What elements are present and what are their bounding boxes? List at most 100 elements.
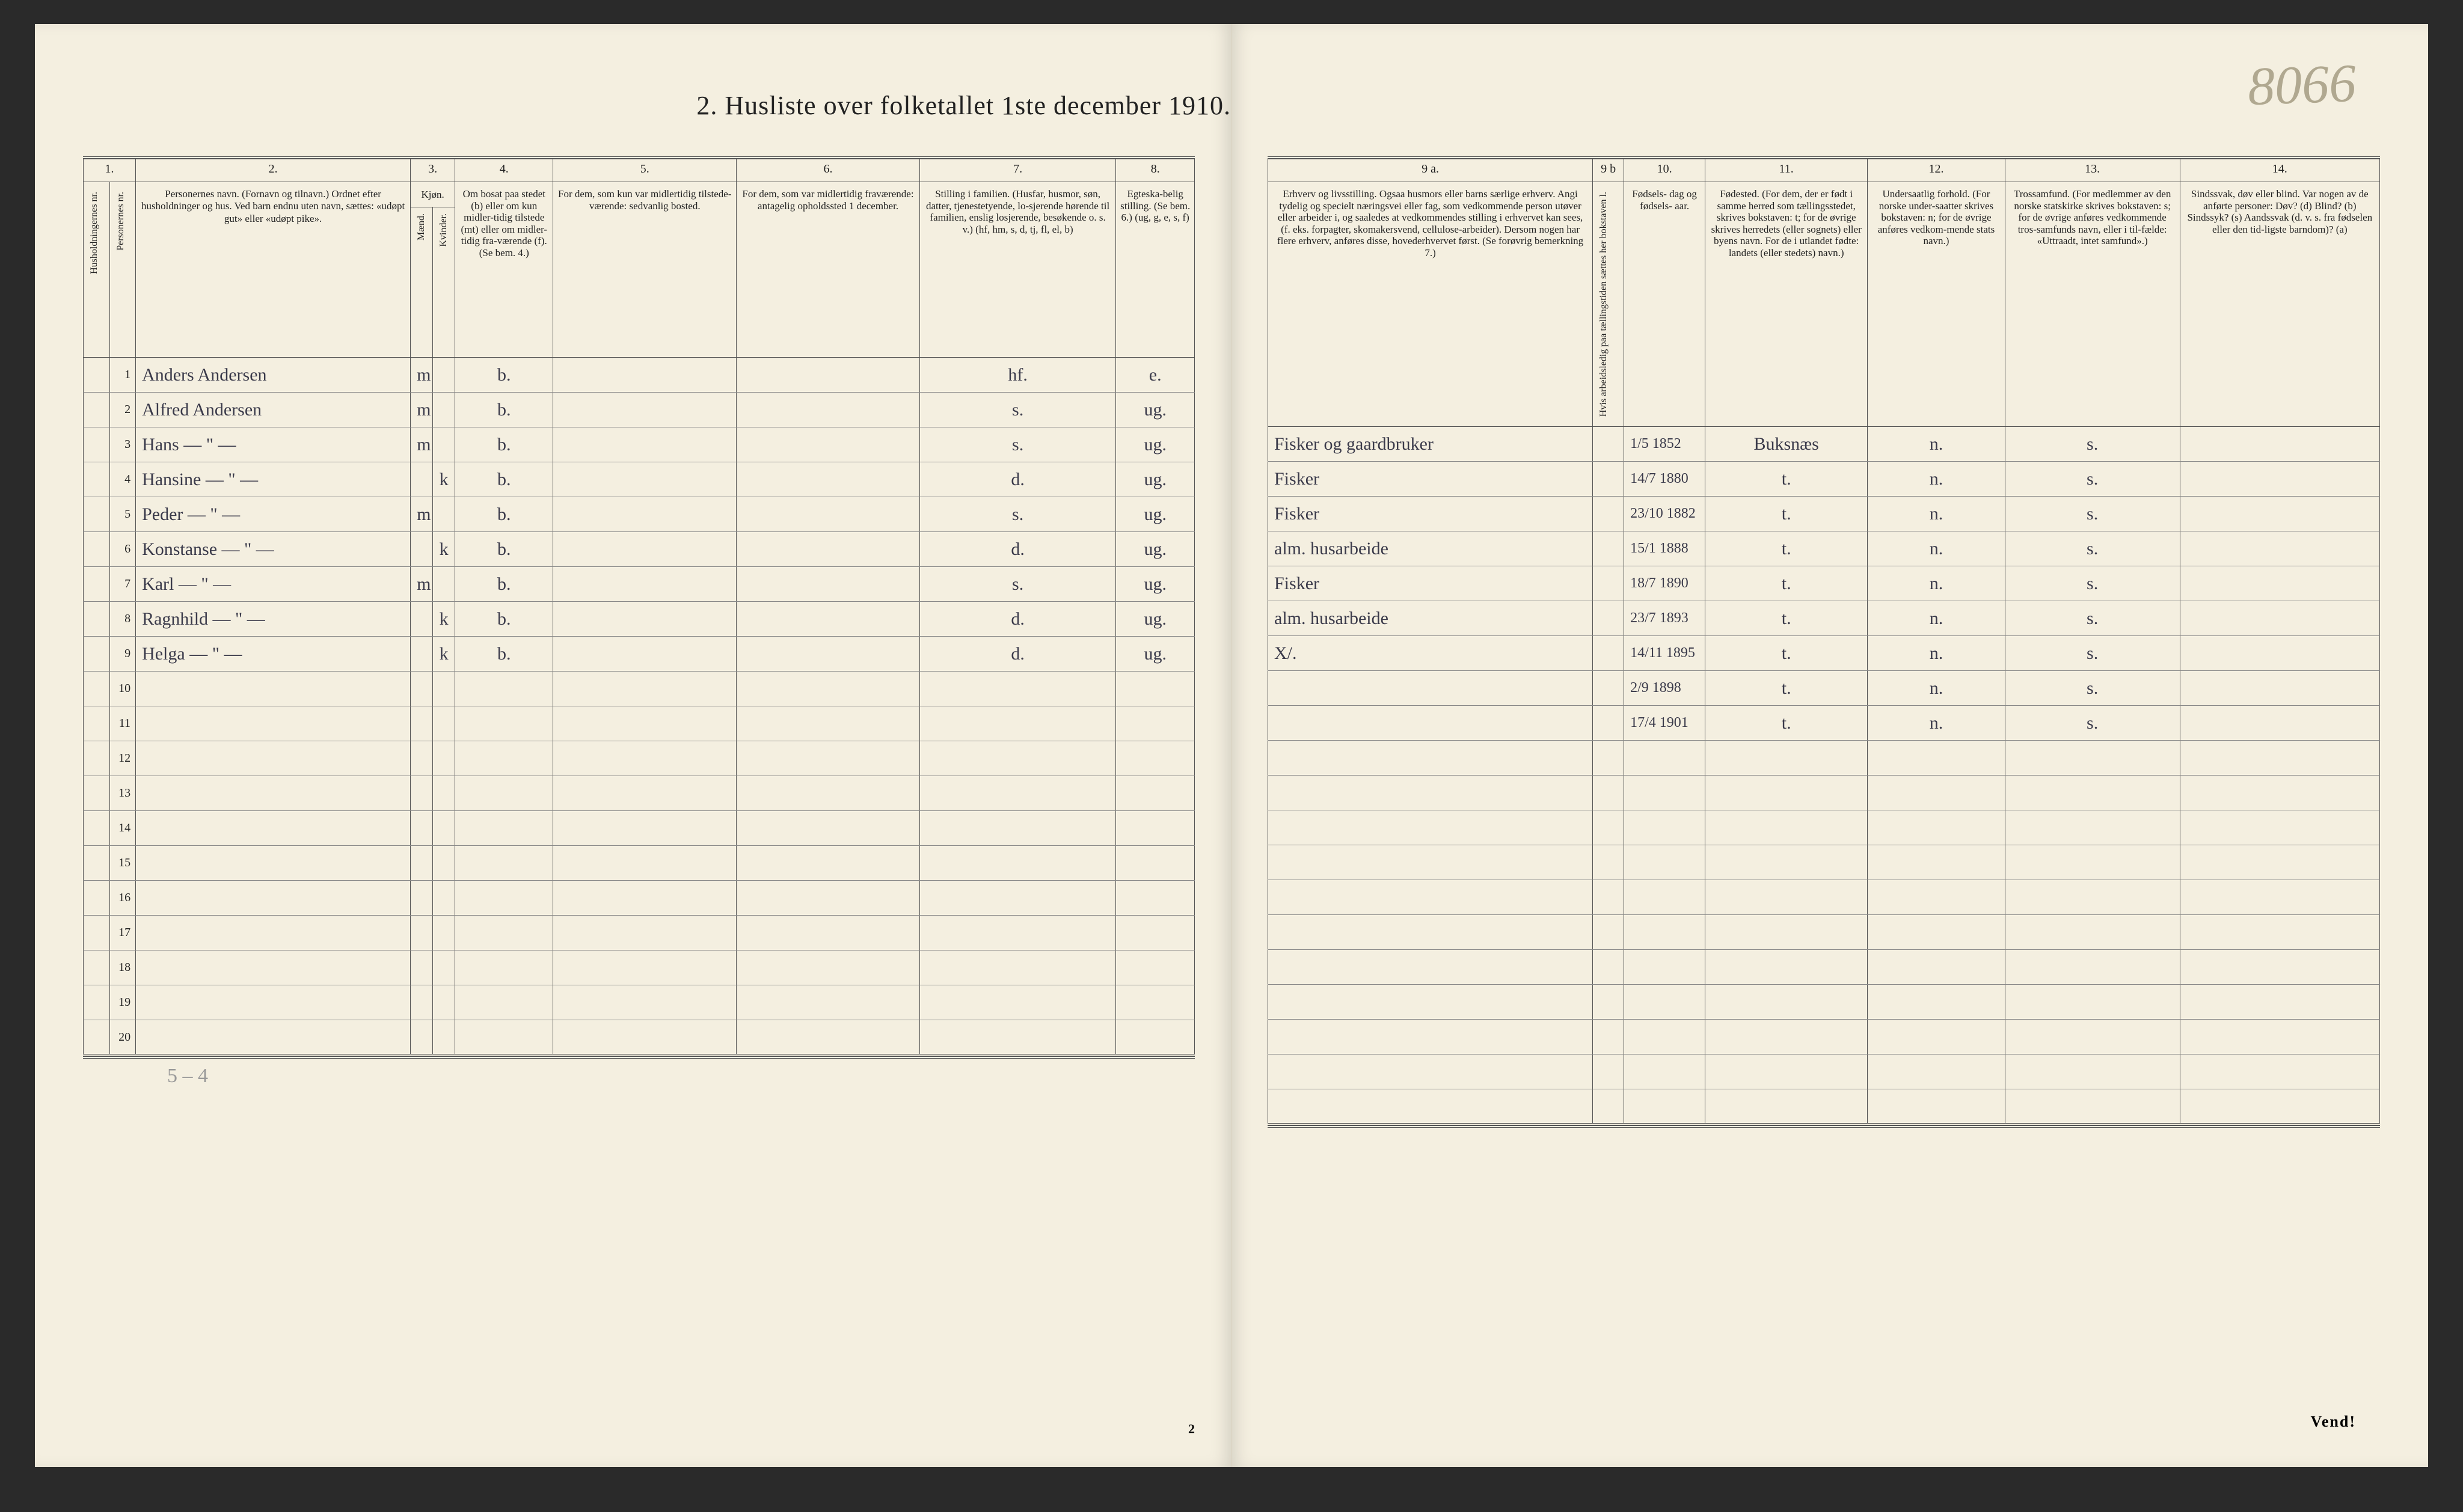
cell-resident: b.: [455, 358, 553, 393]
table-row: [1268, 1054, 2380, 1089]
cell-sex-k: [433, 811, 455, 846]
hdr-temp-absent: For dem, som var midlertidig fraværende:…: [737, 182, 920, 358]
cell-disability: [2180, 1020, 2379, 1054]
table-row: 10: [84, 672, 1195, 706]
cell-occupation: [1268, 985, 1593, 1020]
cell-person-no: 14: [109, 811, 136, 846]
cell-birthplace: t.: [1705, 601, 1868, 636]
cell-nationality: n.: [1868, 497, 2005, 531]
cell-religion: [2005, 845, 2180, 880]
cell-occupation: Fisker: [1268, 497, 1593, 531]
cell-household-no: [84, 846, 110, 881]
cell-family-pos: [919, 1020, 1116, 1055]
cell-occupation: [1268, 915, 1593, 950]
cell-sex-m: m: [411, 358, 433, 393]
cell-nationality: [1868, 1089, 2005, 1124]
cell-sex-k: [433, 358, 455, 393]
cell-family-pos: [919, 950, 1116, 985]
cell-sex-k: [433, 672, 455, 706]
cell-household-no: [84, 811, 110, 846]
table-left: 1. 2. 3. 4. 5. 6. 7. 8. Husholdningernes…: [83, 156, 1195, 1059]
cell-disability: [2180, 1054, 2379, 1089]
cell-temp-present: [553, 532, 737, 567]
cell-person-no: 15: [109, 846, 136, 881]
cell-name: [136, 672, 411, 706]
cell-person-no: 3: [109, 427, 136, 462]
cell-religion: s.: [2005, 601, 2180, 636]
cell-birthdate: [1624, 1020, 1705, 1054]
cell-unemployed: [1593, 985, 1624, 1020]
cell-family-pos: s.: [919, 393, 1116, 427]
cell-religion: [2005, 915, 2180, 950]
cell-nationality: [1868, 915, 2005, 950]
cell-sex-m: [411, 776, 433, 811]
cell-disability: [2180, 845, 2379, 880]
cell-sex-k: k: [433, 602, 455, 637]
cell-temp-absent: [737, 393, 920, 427]
cell-family-pos: [919, 916, 1116, 950]
table-row: 18: [84, 950, 1195, 985]
cell-sex-k: k: [433, 462, 455, 497]
cell-nationality: [1868, 1020, 2005, 1054]
cell-sex-m: m: [411, 567, 433, 602]
cell-family-pos: hf.: [919, 358, 1116, 393]
cell-unemployed: [1593, 1054, 1624, 1089]
cell-resident: b.: [455, 637, 553, 672]
cell-temp-present: [553, 776, 737, 811]
cell-religion: s.: [2005, 566, 2180, 601]
census-ledger: 2. Husliste over folketallet 1ste decemb…: [35, 24, 2428, 1467]
cell-unemployed: [1593, 497, 1624, 531]
cell-birthplace: [1705, 1089, 1868, 1124]
hdr-birthdate: Fødsels- dag og fødsels- aar.: [1624, 182, 1705, 427]
cell-nationality: [1868, 880, 2005, 915]
cell-occupation: alm. husarbeide: [1268, 531, 1593, 566]
cell-person-no: 20: [109, 1020, 136, 1055]
cell-occupation: [1268, 810, 1593, 845]
cell-name: [136, 706, 411, 741]
cell-unemployed: [1593, 950, 1624, 985]
cell-sex-m: [411, 1020, 433, 1055]
cell-birthplace: [1705, 880, 1868, 915]
cell-household-no: [84, 706, 110, 741]
cell-nationality: [1868, 776, 2005, 810]
table-row: 11: [84, 706, 1195, 741]
cell-religion: [2005, 880, 2180, 915]
cell-birthplace: [1705, 776, 1868, 810]
footer-tally: 5 – 4: [167, 1065, 1195, 1088]
colnum-6: 6.: [737, 159, 920, 182]
table-row: alm. husarbeide15/1 1888t.n.s.: [1268, 531, 2380, 566]
cell-sex-m: [411, 846, 433, 881]
cell-disability: [2180, 950, 2379, 985]
cell-name: [136, 741, 411, 776]
cell-sex-k: k: [433, 637, 455, 672]
table-row: 15: [84, 846, 1195, 881]
hdr-female: Kvinder.: [437, 210, 451, 251]
cell-temp-present: [553, 637, 737, 672]
cell-sex-m: m: [411, 427, 433, 462]
table-row: 4Hansine — " —kb.d.ug.: [84, 462, 1195, 497]
cell-sex-m: m: [411, 393, 433, 427]
hdr-disability: Sindssvak, døv eller blind. Var nogen av…: [2180, 182, 2379, 427]
cell-religion: [2005, 1020, 2180, 1054]
cell-birthplace: [1705, 741, 1868, 776]
cell-marital: [1116, 950, 1195, 985]
cell-birthplace: t.: [1705, 706, 1868, 741]
cell-birthplace: [1705, 915, 1868, 950]
cell-unemployed: [1593, 845, 1624, 880]
page-number: 2: [1188, 1421, 1195, 1437]
table-row: 1Anders Andersenmb.hf.e.: [84, 358, 1195, 393]
cell-sex-k: [433, 985, 455, 1020]
cell-birthdate: [1624, 1089, 1705, 1124]
cell-temp-present: [553, 950, 737, 985]
cell-person-no: 16: [109, 881, 136, 916]
table-row: 17: [84, 916, 1195, 950]
cell-sex-k: [433, 881, 455, 916]
cell-marital: ug.: [1116, 462, 1195, 497]
colnum-14: 14.: [2180, 159, 2379, 182]
cell-temp-absent: [737, 532, 920, 567]
cell-temp-absent: [737, 846, 920, 881]
cell-birthplace: Buksnæs: [1705, 427, 1868, 462]
cell-resident: [455, 811, 553, 846]
cell-temp-absent: [737, 462, 920, 497]
cell-sex-k: [433, 567, 455, 602]
